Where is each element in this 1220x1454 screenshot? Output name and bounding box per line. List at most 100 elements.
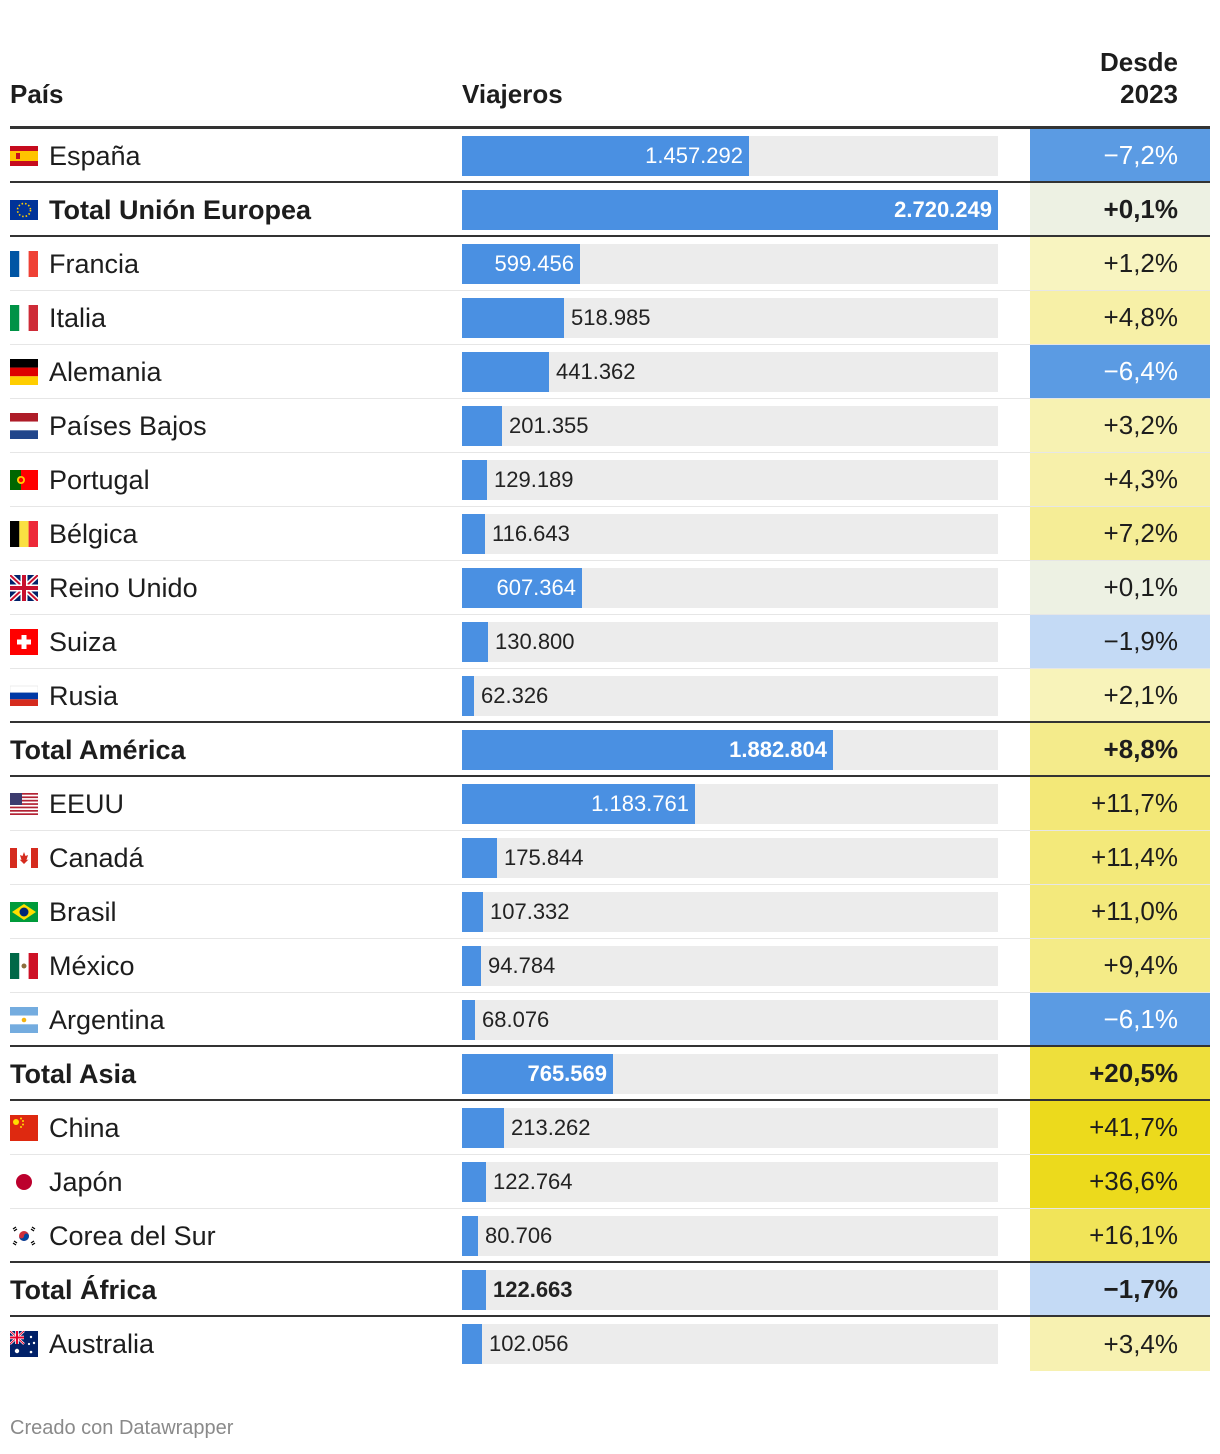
bar-value-label: 122.663 (493, 1277, 573, 1302)
column-header-change-line2: 2023 (1120, 79, 1178, 109)
change-cell: +8,8% (1030, 723, 1210, 775)
bar-total-africa (462, 1270, 486, 1310)
change-cell: +4,3% (1030, 453, 1210, 506)
bar-track: 94.784 (462, 946, 998, 986)
change-value: −1,7% (1103, 1273, 1178, 1304)
change-cell: +11,7% (1030, 777, 1210, 830)
bar-track: 518.985 (462, 298, 998, 338)
eu-flag-icon (10, 197, 38, 223)
row-name-francia: Francia (10, 237, 139, 291)
bar-track: 1.183.761 (462, 784, 998, 824)
table-row: Bélgica 116.643 +7,2% (10, 507, 1210, 561)
bar-value-label: 80.706 (485, 1223, 553, 1248)
row-name-argentina: Argentina (10, 993, 165, 1047)
row-label: Reino Unido (49, 572, 198, 603)
south-korea-flag-icon (10, 1223, 38, 1249)
uk-flag-icon (10, 575, 38, 601)
usa-flag-icon (10, 791, 38, 817)
bar-value-label: 518.985 (571, 305, 651, 330)
row-name-total-union-europea: Total Unión Europea (10, 183, 311, 237)
bar-value-label: 201.355 (509, 413, 589, 438)
bar-portugal (462, 460, 487, 500)
row-name-australia: Australia (10, 1317, 154, 1371)
change-value: −6,1% (1103, 1003, 1178, 1034)
bar-value-label: 1.882.804 (729, 737, 827, 762)
table-row: España 1.457.292 −7,2% (10, 129, 1210, 183)
bar-track: 130.800 (462, 622, 998, 662)
change-cell: +41,7% (1030, 1101, 1210, 1154)
row-label: Países Bajos (49, 410, 207, 441)
change-value: +2,1% (1103, 679, 1178, 710)
row-label: Bélgica (49, 518, 138, 549)
bar-corea-del-sur (462, 1216, 478, 1256)
row-name-brasil: Brasil (10, 885, 117, 939)
row-label: Alemania (49, 356, 162, 387)
bar-value-label: 213.262 (511, 1115, 591, 1140)
bar-track: 68.076 (462, 1000, 998, 1040)
row-label: Italia (49, 302, 107, 333)
bar-value-label: 599.456 (494, 251, 574, 276)
change-cell: +0,1% (1030, 561, 1210, 614)
change-value: +11,4% (1091, 842, 1178, 872)
bar-value-label: 175.844 (504, 845, 584, 870)
row-label: Portugal (49, 464, 150, 495)
change-value: +0,1% (1103, 572, 1178, 602)
change-value: +11,7% (1091, 788, 1178, 818)
change-cell: +3,2% (1030, 399, 1210, 452)
change-cell: +20,5% (1030, 1047, 1210, 1099)
change-cell: −7,2% (1030, 129, 1210, 181)
spain-flag-icon (10, 143, 38, 169)
bar-track: 765.569 (462, 1054, 998, 1094)
bar-track: 62.326 (462, 676, 998, 716)
bar-australia (462, 1324, 482, 1364)
bar-value-label: 441.362 (556, 359, 636, 384)
table-row: Italia 518.985 +4,8% (10, 291, 1210, 345)
france-flag-icon (10, 251, 38, 277)
bar-track: 1.457.292 (462, 136, 998, 176)
table-row: Brasil 107.332 +11,0% (10, 885, 1210, 939)
table-row: Alemania 441.362 −6,4% (10, 345, 1210, 399)
canada-flag-icon (10, 845, 38, 871)
table-row: Australia 102.056 +3,4% (10, 1317, 1210, 1371)
row-label: Total América (10, 734, 186, 765)
row-label: Argentina (49, 1004, 165, 1035)
bar-track: 599.456 (462, 244, 998, 284)
change-cell: +1,2% (1030, 237, 1210, 290)
bar-total-asia (462, 1054, 613, 1094)
bar-track: 2.720.249 (462, 190, 998, 230)
bar-value-label: 765.569 (527, 1061, 607, 1086)
change-cell: +3,4% (1030, 1317, 1210, 1371)
datawrapper-credit[interactable]: Creado con Datawrapper (10, 1417, 234, 1439)
bar-canada (462, 838, 497, 878)
row-name-total-asia: Total Asia (10, 1047, 136, 1101)
row-name-japon: Japón (10, 1155, 123, 1209)
bar-total-union-europea (462, 190, 998, 230)
table-row: EEUU 1.183.761 +11,7% (10, 777, 1210, 831)
change-cell: +36,6% (1030, 1155, 1210, 1208)
row-label: Rusia (49, 680, 119, 711)
table-row: Total Unión Europea 2.720.249 +0,1% (10, 183, 1210, 237)
row-name-reino-unido: Reino Unido (10, 561, 198, 615)
column-header-change: Desde 2023 (1100, 46, 1178, 110)
row-name-corea-del-sur: Corea del Sur (10, 1209, 216, 1263)
bar-suiza (462, 622, 488, 662)
table-row: México 94.784 +9,4% (10, 939, 1210, 993)
change-value: +11,0% (1091, 896, 1178, 926)
row-name-belgica: Bélgica (10, 507, 138, 561)
change-cell: +2,1% (1030, 669, 1210, 721)
row-label: Total Asia (10, 1058, 137, 1089)
mexico-flag-icon (10, 953, 38, 979)
change-cell: +7,2% (1030, 507, 1210, 560)
bar-value-label: 607.364 (496, 575, 576, 600)
table-body: España 1.457.292 −7,2% Total Unión Europea 2… (10, 129, 1210, 1371)
bar-rusia (462, 676, 474, 716)
portugal-flag-icon (10, 467, 38, 493)
change-cell: −6,4% (1030, 345, 1210, 398)
row-name-italia: Italia (10, 291, 106, 345)
bar-track: 107.332 (462, 892, 998, 932)
change-value: +3,2% (1103, 410, 1178, 440)
change-value: +0,1% (1103, 193, 1178, 224)
bar-china (462, 1108, 504, 1148)
bar-reino-unido (462, 568, 582, 608)
change-cell: +0,1% (1030, 183, 1210, 235)
